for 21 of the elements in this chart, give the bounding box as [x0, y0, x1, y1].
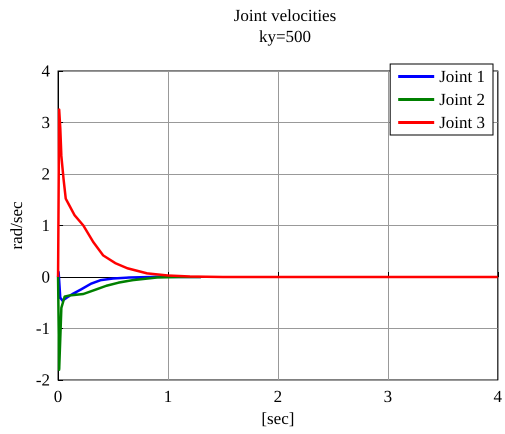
chart-title: Joint velocities	[234, 6, 336, 25]
y-tick-label: 1	[42, 216, 50, 235]
x-tick-label: 0	[54, 387, 62, 406]
y-tick-label: 3	[42, 113, 50, 132]
legend-label: Joint 1	[439, 67, 485, 86]
y-tick-label: 2	[42, 164, 50, 184]
x-tick-label: 3	[384, 387, 392, 406]
x-axis-title: [sec]	[261, 408, 294, 428]
y-tick-label: 0	[42, 268, 50, 286]
x-tick-label: 2	[274, 387, 282, 406]
y-tick-label: 4	[42, 62, 51, 80]
x-tick-label: 4	[494, 387, 502, 406]
y-tick-label: -2	[36, 370, 50, 390]
chart-subtitle: ky=500	[258, 27, 312, 46]
y-tick-label: -1	[36, 319, 50, 338]
line-series	[56, 108, 499, 278]
x-tick-label: 1	[164, 387, 172, 406]
legend-label: Joint 3	[439, 113, 485, 132]
legend-label: Joint 2	[439, 90, 485, 109]
line-series	[56, 276, 202, 371]
y-axis-title: rad/sec	[7, 200, 26, 250]
